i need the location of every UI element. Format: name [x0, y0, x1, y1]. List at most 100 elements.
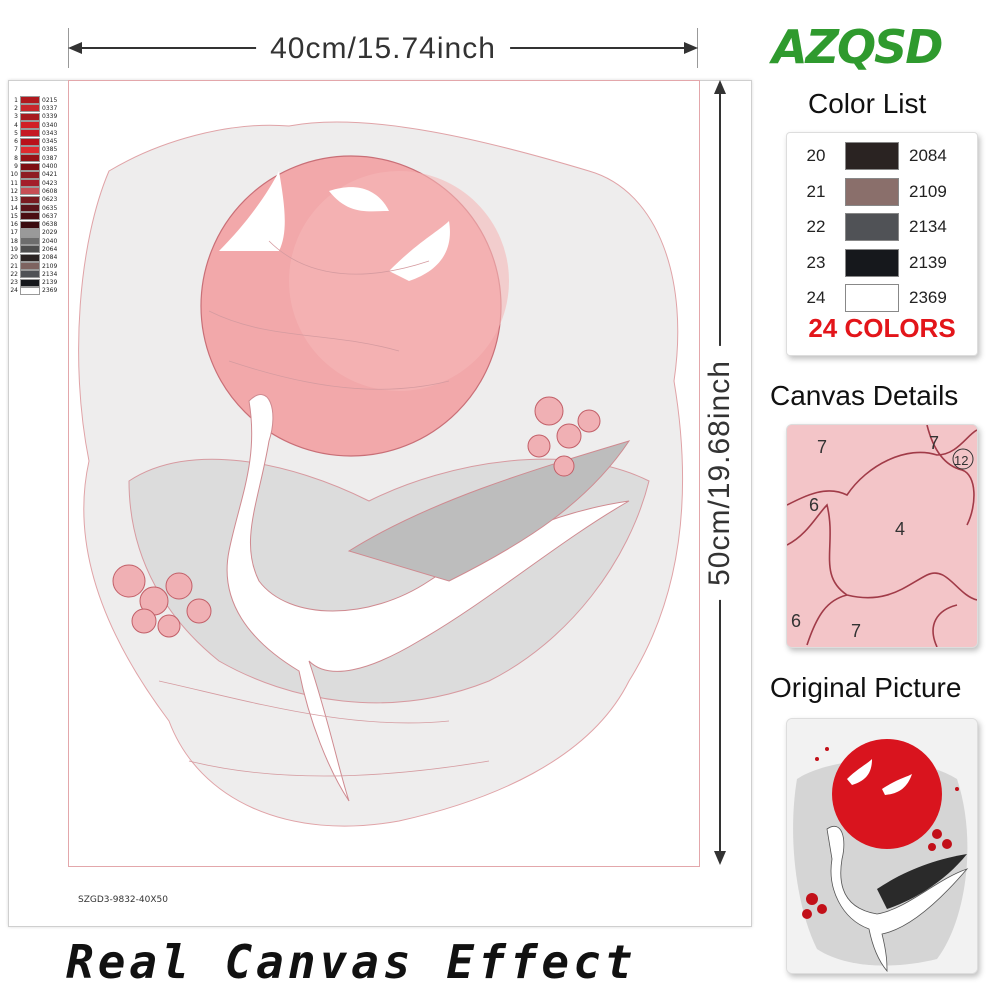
legend-code: 0343 — [42, 129, 58, 137]
color-swatch — [845, 248, 899, 277]
legend-row: 14 0635 — [10, 204, 58, 212]
legend-row: 7 0385 — [10, 145, 58, 154]
legend-number: 17 — [10, 229, 18, 237]
legend-code: 0421 — [42, 171, 58, 179]
legend-code: 2139 — [42, 279, 58, 287]
legend-row: 17 2029 — [10, 228, 58, 237]
legend-number: 5 — [14, 129, 18, 137]
legend-row: 3 0339 — [10, 112, 58, 121]
legend-code: 0387 — [42, 154, 58, 162]
product-code: SZGD3-9832-40X50 — [78, 895, 168, 905]
legend-number: 7 — [14, 146, 18, 154]
legend-number: 18 — [10, 237, 18, 245]
legend-swatch — [20, 179, 40, 188]
legend-row: 20 2084 — [10, 253, 58, 262]
legend-code: 0339 — [42, 113, 58, 121]
legend-swatch — [20, 137, 40, 146]
legend-row: 18 2040 — [10, 237, 58, 246]
legend-row: 4 0340 — [10, 121, 58, 130]
color-swatch — [845, 284, 899, 312]
legend-number: 8 — [14, 154, 18, 162]
legend-code: 0215 — [42, 96, 58, 104]
region-number: 6 — [791, 611, 801, 631]
legend-code: 0385 — [42, 146, 58, 154]
legend-code: 0337 — [42, 104, 58, 112]
legend-number: 9 — [14, 163, 18, 171]
legend-row: 2 0337 — [10, 104, 58, 113]
color-swatch — [845, 177, 899, 206]
legend-swatch — [20, 204, 40, 212]
legend-number: 11 — [10, 179, 18, 187]
legend-row: 5 0343 — [10, 129, 58, 138]
legend-code: 0635 — [42, 204, 58, 212]
width-dimension: 40cm/15.74inch — [68, 28, 698, 68]
legend-row: 11 0423 — [10, 179, 58, 188]
legend-row: 9 0400 — [10, 162, 58, 171]
legend-row: 15 0637 — [10, 212, 58, 221]
height-dimension: 50cm/19.68inch — [700, 80, 740, 865]
legend-swatch — [20, 286, 40, 295]
legend-swatch — [20, 195, 40, 204]
legend-swatch — [20, 154, 40, 163]
height-label: 50cm/19.68inch — [703, 345, 737, 600]
color-list-card: 24 COLORS 20 2084 21 2109 22 2134 23 2139 24 2369 — [786, 132, 978, 356]
color-code: 2084 — [909, 146, 947, 165]
legend-swatch — [20, 278, 40, 287]
color-number: 21 — [806, 181, 826, 201]
color-code: 2139 — [909, 252, 947, 272]
color-list-title: Color List — [808, 88, 927, 119]
legend-swatch — [20, 170, 40, 179]
color-list-row: 21 2109 — [787, 177, 977, 207]
legend-number: 24 — [10, 287, 18, 295]
legend-number: 2 — [14, 104, 18, 112]
real-canvas-effect-caption: Real Canvas Effect — [66, 935, 637, 989]
legend-number: 23 — [10, 279, 18, 287]
region-number: 4 — [895, 519, 905, 539]
legend-number: 19 — [10, 245, 18, 253]
legend-code: 0623 — [42, 196, 58, 204]
legend-swatch — [20, 162, 40, 171]
color-list-row: 22 2134 — [787, 212, 977, 242]
legend-row: 10 0421 — [10, 170, 58, 179]
legend-row: 22 2134 — [10, 270, 58, 279]
legend-number: 13 — [10, 196, 18, 204]
legend-swatch — [20, 145, 40, 154]
legend-swatch — [20, 129, 40, 138]
legend-code: 0345 — [42, 138, 58, 146]
width-label: 40cm/15.74inch — [256, 32, 510, 66]
color-number: 20 — [806, 146, 826, 165]
legend-row: 8 0387 — [10, 154, 58, 163]
color-code: 2369 — [909, 288, 947, 307]
legend-number: 22 — [10, 270, 18, 278]
legend-swatch — [20, 212, 40, 221]
legend-number: 21 — [10, 262, 18, 270]
color-code: 2109 — [909, 181, 947, 201]
legend-swatch — [20, 253, 40, 262]
canvas-details-title: Canvas Details — [770, 380, 959, 411]
legend-code: 2029 — [42, 229, 58, 237]
color-swatch — [845, 213, 899, 241]
legend-row: 24 2369 — [10, 286, 58, 295]
legend-swatch — [20, 237, 40, 246]
legend-swatch — [20, 262, 40, 271]
legend-row: 13 0623 — [10, 195, 58, 204]
color-list-row: 24 2369 — [787, 283, 977, 313]
legend-number: 6 — [14, 138, 18, 146]
original-picture-title: Original Picture — [770, 672, 962, 703]
canvas-details-card: 7 7 12 6 4 6 7 — [786, 424, 978, 648]
legend-number: 3 — [14, 113, 18, 121]
legend-code: 0637 — [42, 212, 58, 220]
paint-legend: 1 0215 2 0337 3 0339 4 0340 5 0343 6 0345 7 0385 8 0387… — [10, 96, 58, 295]
region-number: 7 — [929, 433, 939, 453]
legend-code: 0423 — [42, 179, 58, 187]
legend-code: 2109 — [42, 262, 58, 270]
legend-swatch — [20, 220, 40, 229]
legend-row: 1 0215 — [10, 96, 58, 105]
color-list-row: 23 2139 — [787, 248, 977, 278]
legend-row: 12 0608 — [10, 187, 58, 196]
legend-number: 15 — [10, 212, 18, 220]
color-swatch — [845, 142, 899, 170]
legend-code: 2369 — [42, 287, 58, 295]
legend-number: 20 — [10, 254, 18, 262]
legend-code: 2040 — [42, 237, 58, 245]
